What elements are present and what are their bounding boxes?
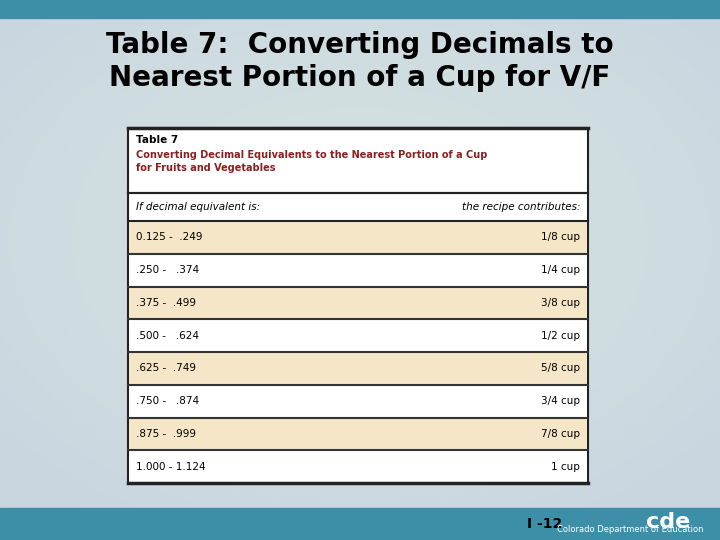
Text: 0.125 -  .249: 0.125 - .249	[136, 232, 202, 242]
Text: .375 -  .499: .375 - .499	[136, 298, 196, 308]
Text: Table 7:  Converting Decimals to: Table 7: Converting Decimals to	[106, 31, 614, 59]
Text: the recipe contributes:: the recipe contributes:	[462, 202, 580, 212]
Text: 3/8 cup: 3/8 cup	[541, 298, 580, 308]
Text: Colorado Department of Education: Colorado Department of Education	[557, 525, 703, 535]
Text: .250 -   .374: .250 - .374	[136, 265, 199, 275]
Text: 3/4 cup: 3/4 cup	[541, 396, 580, 406]
Text: 1.000 - 1.124: 1.000 - 1.124	[136, 462, 206, 471]
Bar	[129, 353, 587, 384]
Bar	[129, 221, 587, 253]
Text: .750 -   .874: .750 - .874	[136, 396, 199, 406]
Bar	[129, 287, 587, 319]
Text: 5/8 cup: 5/8 cup	[541, 363, 580, 373]
Text: If decimal equivalent is:: If decimal equivalent is:	[136, 202, 260, 212]
Bar	[0, 0, 720, 18]
Text: 1 cup: 1 cup	[551, 462, 580, 471]
Text: I -12: I -12	[527, 517, 562, 531]
Text: for Fruits and Vegetables: for Fruits and Vegetables	[136, 163, 276, 173]
Bar	[129, 320, 587, 352]
Bar	[129, 385, 587, 417]
Text: 7/8 cup: 7/8 cup	[541, 429, 580, 439]
Text: Nearest Portion of a Cup for V/F: Nearest Portion of a Cup for V/F	[109, 64, 611, 92]
Text: .875 -  .999: .875 - .999	[136, 429, 196, 439]
Text: 1/2 cup: 1/2 cup	[541, 330, 580, 341]
Text: cde: cde	[646, 512, 690, 532]
Text: Converting Decimal Equivalents to the Nearest Portion of a Cup: Converting Decimal Equivalents to the Ne…	[136, 150, 487, 160]
Bar	[0, 508, 720, 540]
Bar	[129, 451, 587, 483]
Text: .625 -  .749: .625 - .749	[136, 363, 196, 373]
Text: Table 7: Table 7	[136, 135, 179, 145]
Text: 1/4 cup: 1/4 cup	[541, 265, 580, 275]
Bar	[129, 254, 587, 286]
Bar	[129, 418, 587, 450]
Text: 1/8 cup: 1/8 cup	[541, 232, 580, 242]
Bar	[128, 128, 588, 483]
Text: .500 -   .624: .500 - .624	[136, 330, 199, 341]
